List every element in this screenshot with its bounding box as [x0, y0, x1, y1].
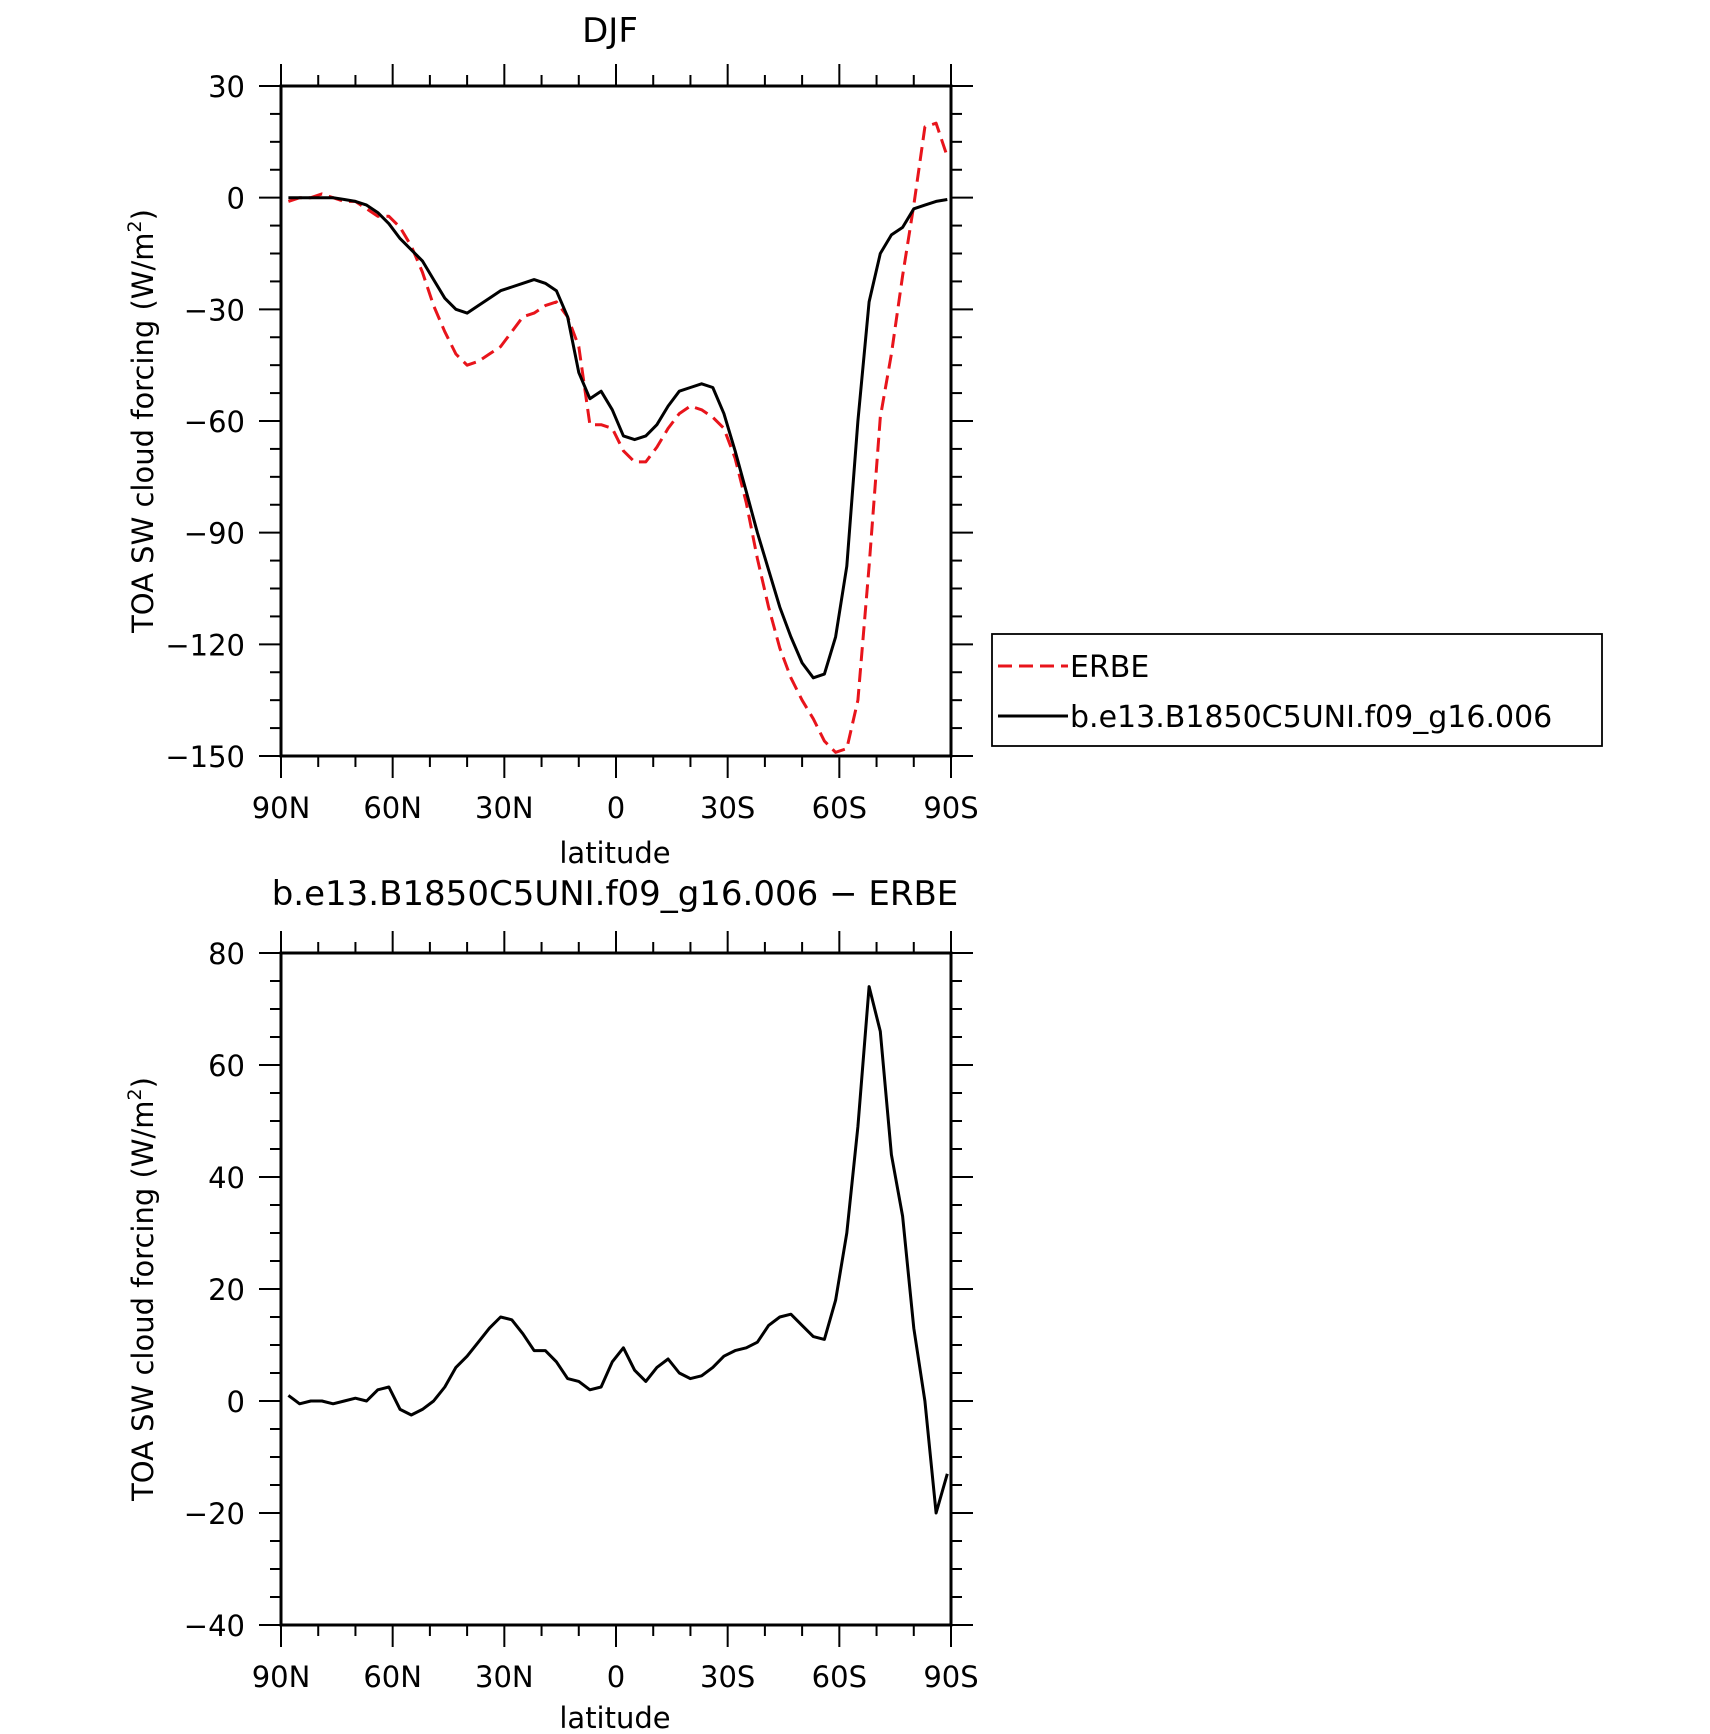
- top-y-tick-label: −120: [165, 628, 245, 662]
- bottom-x-tick-label: 0: [607, 1660, 625, 1694]
- bottom-plot-frame: [279, 951, 953, 1627]
- top-x-tick-label: 30N: [475, 791, 534, 825]
- bottom-y-axis-label: TOA SW cloud forcing (W/m2): [124, 1077, 160, 1502]
- top-y-tick-label: −60: [184, 405, 245, 439]
- top-x-axis-label: latitude: [559, 836, 670, 870]
- bottom-x-tick-label: 30S: [700, 1660, 755, 1694]
- bottom-y-tick-label: 40: [208, 1161, 245, 1195]
- top-y-tick-label: −90: [184, 517, 245, 551]
- bottom-series-group: [287, 985, 949, 1515]
- legend-label-erbe: ERBE: [1070, 650, 1149, 685]
- top-y-tick-label: −30: [184, 293, 245, 327]
- bottom-y-tick-label: 60: [208, 1049, 245, 1083]
- bottom-y-tick-label: −20: [184, 1497, 245, 1531]
- top-x-tick-label: 60S: [812, 791, 867, 825]
- top-x-tick-label: 60N: [363, 791, 422, 825]
- top-series-group: [287, 121, 949, 754]
- top-y-axis-label: TOA SW cloud forcing (W/m2): [124, 209, 160, 634]
- bottom-x-tick-label: 60N: [363, 1660, 422, 1694]
- top-x-tick-label: 0: [607, 791, 625, 825]
- legend-label-model: b.e13.B1850C5UNI.f09_g16.006: [1070, 700, 1552, 735]
- legend-box: [991, 633, 1603, 747]
- bottom-x-tick-label: 60S: [812, 1660, 867, 1694]
- bottom-x-tick-label: 30N: [475, 1660, 534, 1694]
- bottom-y-tick-label: 80: [208, 937, 245, 971]
- top-x-tick-label: 90N: [252, 791, 311, 825]
- bottom-x-axis-label: latitude: [559, 1701, 670, 1734]
- bottom-x-tick-label: 90S: [923, 1660, 978, 1694]
- top-series-line-erbe: [287, 121, 949, 754]
- top-y-tick-label: 30: [208, 70, 245, 104]
- bottom-chart-title: b.e13.B1850C5UNI.f09_g16.006 − ERBE: [272, 874, 959, 914]
- bottom-series-line-model: [287, 985, 949, 1515]
- bottom-y-tick-label: 20: [208, 1273, 245, 1307]
- top-y-tick-label: −150: [165, 740, 245, 774]
- bottom-x-tick-label: 90N: [252, 1660, 311, 1694]
- top-x-tick-label: 30S: [700, 791, 755, 825]
- top-series-line-model: [288, 196, 948, 680]
- bottom-y-tick-label: −40: [184, 1609, 245, 1643]
- legend: ERBE b.e13.B1850C5UNI.f09_g16.006: [991, 633, 1603, 747]
- top-y-tick-label: 0: [227, 182, 245, 216]
- bottom-chart-panel: b.e13.B1850C5UNI.f09_g16.006 − ERBE 80 60…: [124, 874, 979, 1734]
- top-x-tick-label: 90S: [923, 791, 978, 825]
- top-chart-title: DJF: [582, 11, 638, 51]
- bottom-y-tick-label: 0: [227, 1385, 245, 1419]
